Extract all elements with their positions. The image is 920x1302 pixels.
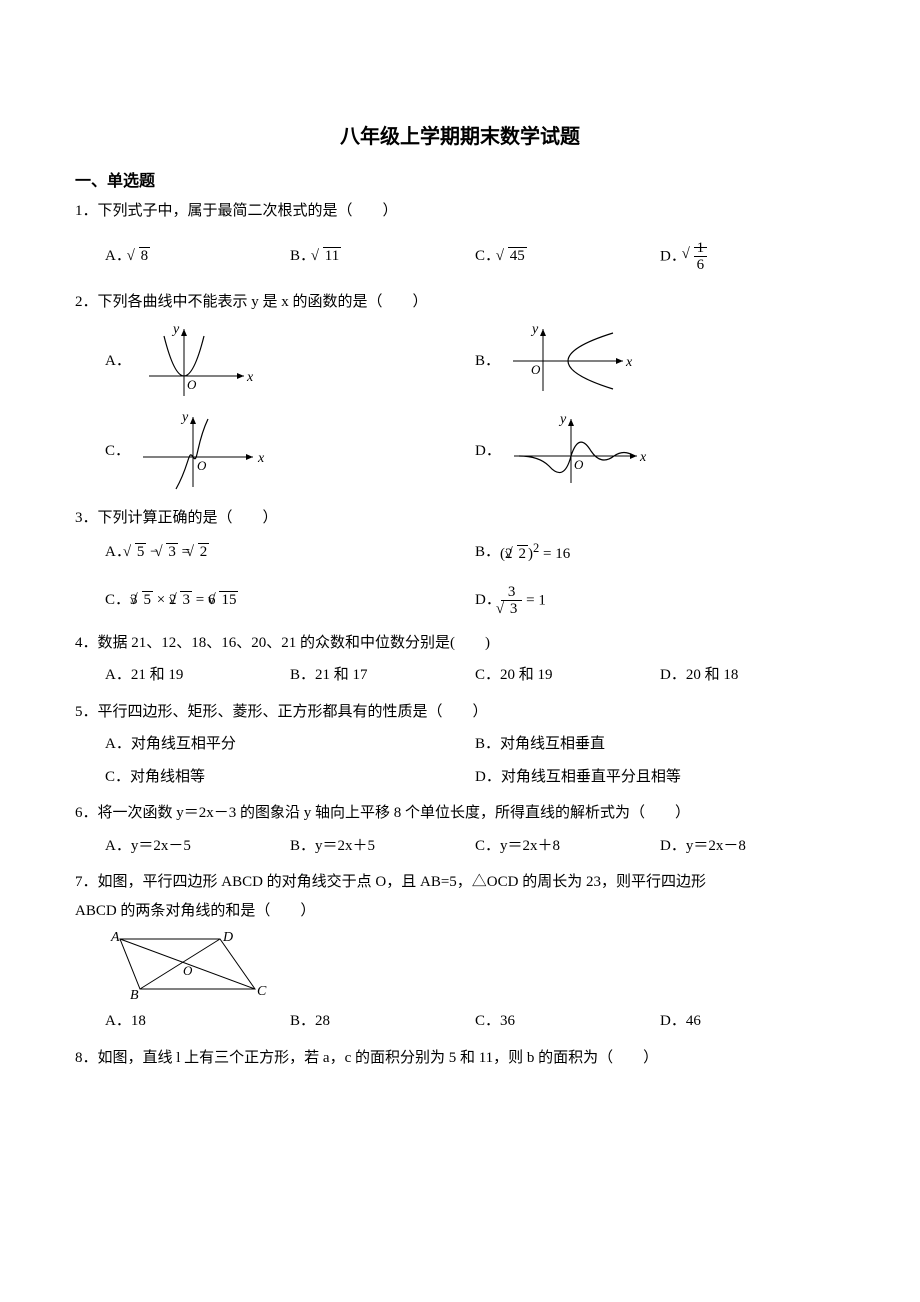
graph-c-icon: x y O xyxy=(138,409,268,494)
svg-text:y: y xyxy=(558,412,567,427)
q1-b-val: 11 xyxy=(323,247,341,264)
q7-stem-2: ABCD 的两条对角线的和是（ ） xyxy=(75,897,845,926)
question-5: 5．平行四边形、矩形、菱形、正方形都具有的性质是（ ） A．对角线互相平分 B．… xyxy=(75,698,845,792)
svg-text:O: O xyxy=(531,362,541,377)
q3-opt-a: A． 5 − 3 = 2 xyxy=(105,533,475,573)
q2-opt-d: D． x y O xyxy=(475,406,845,496)
q7-stem: 7．如图，平行四边形 ABCD 的对角线交于点 O，且 AB=5，△OCD 的周… xyxy=(75,868,845,897)
q3-stem: 3．下列计算正确的是（ ） xyxy=(75,504,845,533)
q7-opt-b: B．28 xyxy=(290,1007,475,1036)
q6-opt-a: A．y＝2x－5 xyxy=(105,832,290,861)
q5-opt-a: A．对角线互相平分 xyxy=(105,730,475,759)
q4-stem: 4．数据 21、12、18、16、20、21 的众数和中位数分别是( ) xyxy=(75,629,845,658)
question-3: 3．下列计算正确的是（ ） A． 5 − 3 = 2 B． (22)2 = 16 xyxy=(75,504,845,621)
q1-d-num: 1 xyxy=(694,240,708,257)
page-title: 八年级上学期期末数学试题 xyxy=(75,120,845,149)
q6-opt-b: B．y＝2x＋5 xyxy=(290,832,475,861)
q3-opt-b: B． (22)2 = 16 xyxy=(475,533,845,573)
svg-text:O: O xyxy=(574,457,584,472)
q6-opt-d: D．y＝2x－8 xyxy=(660,832,845,861)
q1-opt-d: D． 16 xyxy=(660,240,845,274)
svg-text:x: x xyxy=(625,355,633,370)
opt-label: C． xyxy=(105,437,130,466)
q1-a-val: 8 xyxy=(139,247,151,264)
q5-opt-b: B．对角线互相垂直 xyxy=(475,730,845,759)
q3-options: A． 5 − 3 = 2 B． (22)2 = 16 C． 3 xyxy=(75,533,845,621)
graph-b-icon: x y O xyxy=(508,321,638,401)
svg-text:O: O xyxy=(197,458,207,473)
q3-opt-c: C． 35 × 23 = 615 xyxy=(105,581,475,621)
svg-text:y: y xyxy=(530,322,539,337)
question-4: 4．数据 21、12、18、16、20、21 的众数和中位数分别是( ) A．2… xyxy=(75,629,845,690)
q7-options: A．18 B．28 C．36 D．46 xyxy=(75,1007,845,1036)
q8-stem: 8．如图，直线 l 上有三个正方形，若 a，c 的面积分别为 5 和 11，则 … xyxy=(75,1044,845,1073)
q2-opt-c: C． x y O xyxy=(105,406,475,496)
q5-stem: 5．平行四边形、矩形、菱形、正方形都具有的性质是（ ） xyxy=(75,698,845,727)
graph-d-icon: x y O xyxy=(509,411,649,491)
graph-a-icon: x y O xyxy=(139,321,259,401)
svg-text:x: x xyxy=(639,450,647,465)
q1-c-val: 45 xyxy=(508,247,527,264)
svg-text:x: x xyxy=(246,370,254,385)
opt-label: C． xyxy=(105,586,130,615)
q4-options: A．21 和 19 B．21 和 17 C．20 和 19 D．20 和 18 xyxy=(75,661,845,690)
q2-opt-a: A． x y O xyxy=(105,316,475,406)
svg-text:y: y xyxy=(171,322,180,337)
question-1: 1．下列式子中，属于最简二次根式的是（ ） A． 8 B． 11 C． 45 D… xyxy=(75,197,845,274)
q7-opt-d: D．46 xyxy=(660,1007,845,1036)
section-1-header: 一、单选题 xyxy=(75,167,845,191)
svg-text:A: A xyxy=(110,931,120,945)
svg-text:B: B xyxy=(130,988,139,1001)
q6-stem: 6．将一次函数 y＝2x－3 的图象沿 y 轴向上平移 8 个单位长度，所得直线… xyxy=(75,799,845,828)
question-6: 6．将一次函数 y＝2x－3 的图象沿 y 轴向上平移 8 个单位长度，所得直线… xyxy=(75,799,845,860)
q5-opt-c: C．对角线相等 xyxy=(105,763,475,792)
svg-text:y: y xyxy=(180,410,189,425)
q7-opt-c: C．36 xyxy=(475,1007,660,1036)
question-8: 8．如图，直线 l 上有三个正方形，若 a，c 的面积分别为 5 和 11，则 … xyxy=(75,1044,845,1073)
q1-stem: 1．下列式子中，属于最简二次根式的是（ ） xyxy=(75,197,845,226)
svg-text:C: C xyxy=(257,984,267,999)
q4-opt-d: D．20 和 18 xyxy=(660,661,845,690)
q3-opt-d: D． 3 3 = 1 xyxy=(475,581,845,621)
q2-opt-b: B． x y O xyxy=(475,316,845,406)
q4-opt-b: B．21 和 17 xyxy=(290,661,475,690)
q1-opt-b: B． 11 xyxy=(290,242,475,271)
opt-label: D． xyxy=(475,437,501,466)
q2-options: A． x y O B． x y O xyxy=(75,316,845,496)
svg-text:O: O xyxy=(187,377,197,392)
q5-options-2: C．对角线相等 D．对角线互相垂直平分且相等 xyxy=(75,763,845,792)
q7-opt-a: A．18 xyxy=(105,1007,290,1036)
svg-text:O: O xyxy=(183,963,193,978)
q1-opt-c: C． 45 xyxy=(475,242,660,271)
opt-label: B． xyxy=(475,538,500,567)
opt-label: B． xyxy=(475,347,500,376)
q6-options: A．y＝2x－5 B．y＝2x＋5 C．y＝2x＋8 D．y＝2x－8 xyxy=(75,832,845,861)
q1-options: A． 8 B． 11 C． 45 D． 16 xyxy=(75,240,845,274)
q5-opt-d: D．对角线互相垂直平分且相等 xyxy=(475,763,845,792)
q5-options-1: A．对角线互相平分 B．对角线互相垂直 xyxy=(75,730,845,759)
question-2: 2．下列各曲线中不能表示 y 是 x 的函数的是（ ） A． x y O B． xyxy=(75,288,845,497)
parallelogram-figure-icon: A D B C O xyxy=(105,931,275,1001)
svg-text:x: x xyxy=(257,451,265,466)
svg-text:D: D xyxy=(222,931,233,945)
q2-stem: 2．下列各曲线中不能表示 y 是 x 的函数的是（ ） xyxy=(75,288,845,317)
q1-opt-a: A． 8 xyxy=(105,242,290,271)
opt-label: A． xyxy=(105,347,131,376)
q4-opt-c: C．20 和 19 xyxy=(475,661,660,690)
q4-opt-a: A．21 和 19 xyxy=(105,661,290,690)
exam-page: 八年级上学期期末数学试题 一、单选题 1．下列式子中，属于最简二次根式的是（ ）… xyxy=(0,0,920,1130)
q1-d-den: 6 xyxy=(694,256,708,274)
question-7: 7．如图，平行四边形 ABCD 的对角线交于点 O，且 AB=5，△OCD 的周… xyxy=(75,868,845,1036)
q6-opt-c: C．y＝2x＋8 xyxy=(475,832,660,861)
